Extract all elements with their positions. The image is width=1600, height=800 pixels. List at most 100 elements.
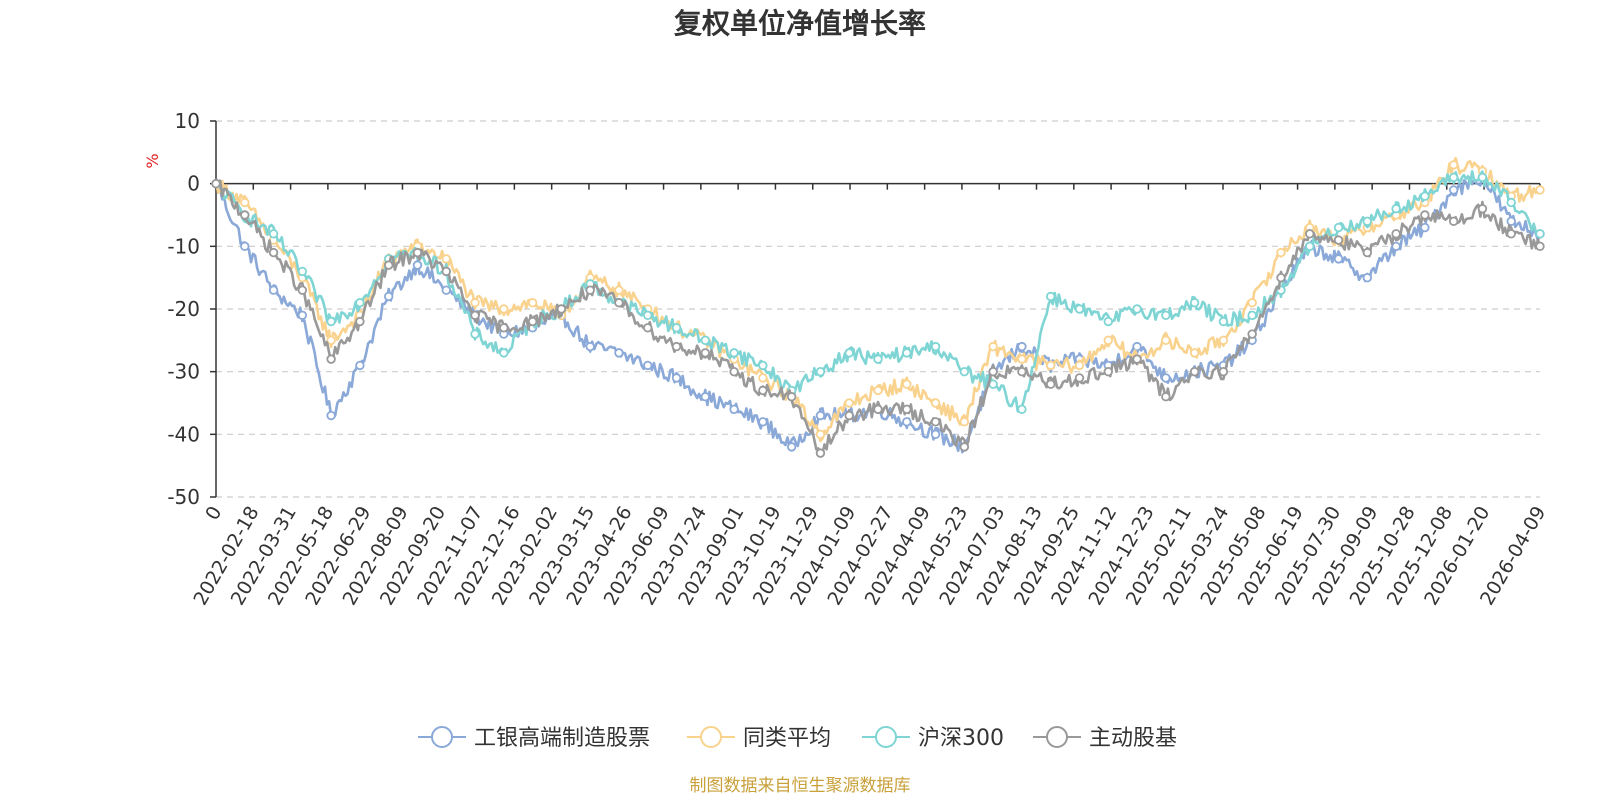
series-1-point-11 — [527, 298, 538, 308]
series-3-point-20 — [786, 392, 797, 402]
series-3-point-5 — [355, 316, 365, 327]
legend-marker-0 — [431, 726, 453, 748]
series-1-point-26 — [959, 417, 970, 427]
series-0-point-6 — [383, 291, 394, 302]
series-2-point-32 — [1132, 304, 1142, 314]
series-3-point-26 — [959, 442, 970, 452]
source-note: 制图数据来自恒生聚源数据库 — [690, 776, 911, 796]
series-1-point-30 — [1074, 360, 1085, 371]
y-tick-label-5: -40 — [167, 422, 200, 446]
series-2-point-42 — [1420, 191, 1430, 201]
legend-label-1: 同类平均 — [743, 726, 831, 751]
series-3-point-25 — [930, 417, 941, 427]
series-1-point-23 — [873, 385, 883, 396]
series-2-point-28 — [1017, 404, 1027, 414]
series-0-point-2 — [268, 285, 279, 295]
series-2-point-16 — [671, 323, 682, 333]
series-2-point-17 — [700, 335, 711, 346]
series-3-point-1 — [240, 210, 250, 220]
series-0-point-5 — [355, 360, 365, 371]
series-2-point-19 — [758, 360, 768, 371]
series-3-point-40 — [1362, 247, 1373, 258]
series-1-point-14 — [614, 285, 624, 295]
series-2-point-29 — [1045, 291, 1056, 302]
series-2-point-22 — [844, 348, 854, 358]
series-2-point-34 — [1189, 298, 1200, 308]
series-2-point-31 — [1103, 316, 1113, 327]
grid-layer — [216, 120, 1540, 498]
series-0-point-39 — [1333, 254, 1344, 264]
series-0-point-43 — [1448, 185, 1459, 195]
series-0-point-16 — [671, 373, 682, 383]
series-0-point-19 — [758, 417, 768, 427]
series-0-point-8 — [441, 285, 451, 295]
series-2-point-3 — [297, 266, 308, 277]
series-0-point-7 — [412, 260, 423, 270]
series-0-point-24 — [902, 417, 912, 427]
series-3-point-19 — [758, 385, 768, 396]
axis-layer: 100-10-20-30-40-5002022-02-182022-03-312… — [167, 109, 1550, 609]
series-1-point-35 — [1218, 335, 1229, 346]
series-3-point-32 — [1132, 354, 1142, 364]
series-3-point-45 — [1506, 229, 1516, 239]
series-2-point-46 — [1535, 229, 1545, 239]
series-3-point-3 — [297, 285, 308, 295]
series-line-1 — [214, 156, 1541, 443]
series-1-point-1 — [240, 197, 250, 208]
legend-marker-2 — [875, 726, 897, 748]
series-3-point-36 — [1247, 329, 1257, 339]
series-1-point-37 — [1276, 247, 1286, 258]
series-3-point-42 — [1420, 210, 1430, 220]
series-1-point-25 — [930, 398, 941, 408]
series-2-point-18 — [729, 348, 739, 358]
y-axis-unit: % — [143, 153, 162, 168]
series-3-point-33 — [1161, 392, 1171, 402]
series-1-point-43 — [1448, 160, 1459, 170]
series-3-point-18 — [729, 366, 739, 377]
series-line-2 — [215, 170, 1541, 414]
series-3-point-41 — [1391, 229, 1401, 239]
series-2-point-35 — [1218, 316, 1229, 327]
series-3-point-30 — [1074, 373, 1085, 383]
series-3-point-46 — [1535, 241, 1545, 252]
series-3-point-0 — [211, 178, 221, 189]
series-2-point-45 — [1506, 197, 1516, 208]
y-tick-label-3: -20 — [167, 297, 200, 321]
series-2-point-30 — [1074, 304, 1085, 314]
legend: 工银高端制造股票 同类平均 沪深300 主动股基 — [418, 726, 1177, 751]
series-2-point-26 — [959, 366, 970, 377]
series-3-point-7 — [412, 247, 423, 258]
series-3-point-44 — [1477, 204, 1488, 214]
series-3-point-35 — [1218, 366, 1229, 377]
y-tick-label-1: 0 — [187, 172, 200, 196]
series-2-point-43 — [1448, 172, 1459, 183]
y-tick-label-6: -50 — [167, 485, 200, 509]
series-3-point-38 — [1305, 229, 1315, 239]
series-2-point-4 — [326, 316, 336, 327]
series-layer — [211, 156, 1545, 458]
series-1-point-33 — [1161, 335, 1171, 346]
series-1-point-21 — [815, 429, 826, 440]
series-0-point-15 — [643, 360, 653, 371]
series-0-point-21 — [815, 410, 826, 421]
series-3-point-34 — [1189, 366, 1200, 377]
series-3-point-10 — [499, 323, 509, 333]
series-0-point-45 — [1506, 216, 1516, 226]
series-2-point-38 — [1305, 241, 1315, 252]
legend-marker-1 — [700, 726, 722, 748]
series-1-point-36 — [1247, 298, 1257, 308]
series-1-point-19 — [758, 373, 768, 383]
series-1-point-24 — [902, 379, 912, 389]
series-1-point-28 — [1017, 354, 1027, 364]
series-2-point-2 — [268, 229, 279, 239]
series-2-point-15 — [643, 310, 653, 320]
series-3-point-14 — [614, 298, 624, 308]
series-0-point-18 — [729, 404, 739, 414]
series-0-point-32 — [1132, 341, 1142, 352]
series-3-point-39 — [1333, 235, 1344, 245]
series-0-point-33 — [1161, 373, 1171, 383]
series-3-point-8 — [441, 266, 451, 277]
series-0-point-41 — [1391, 241, 1401, 252]
series-1-point-8 — [441, 254, 451, 264]
